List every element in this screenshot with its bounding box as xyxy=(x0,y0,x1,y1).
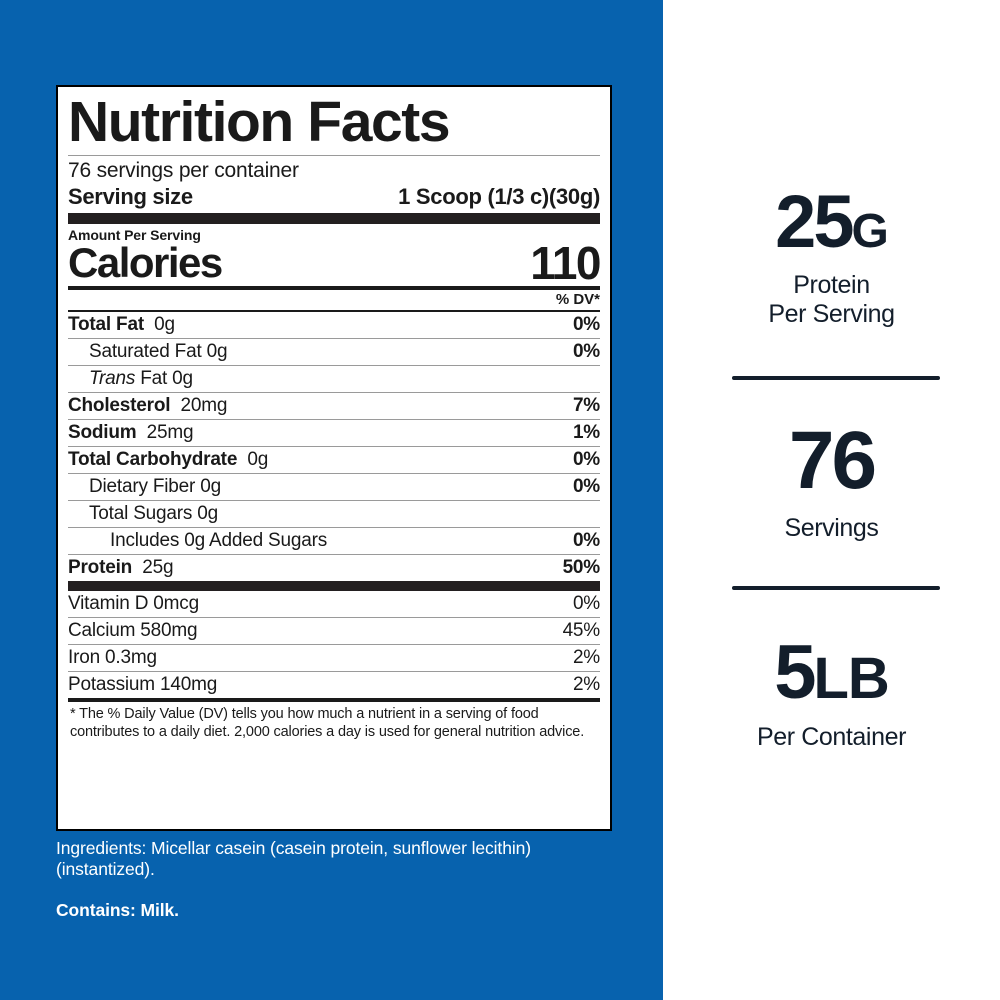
servings-per-container: 76 servings per container xyxy=(68,159,299,182)
nutrient-label: Dietary Fiber 0g xyxy=(89,476,221,497)
nutrient-daily-value: 50% xyxy=(562,557,601,578)
nutrition-facts-panel: Nutrition Facts 76 servings per containe… xyxy=(56,85,612,831)
micronutrient-label: Potassium 140mg xyxy=(68,674,218,695)
micronutrient-daily-value: 45% xyxy=(562,620,601,641)
nutrient-label: Total Sugars 0g xyxy=(89,503,219,524)
calories-value: 110 xyxy=(530,237,601,289)
nutrient-row: Trans Fat 0g xyxy=(68,365,600,392)
micronutrient-daily-value: 2% xyxy=(572,674,600,695)
nutrient-daily-value: 0% xyxy=(572,341,600,362)
nutrient-daily-value: 0% xyxy=(572,449,600,470)
stat-servings-caption-line1: Servings xyxy=(784,514,879,542)
micronutrient-row: Iron 0.3mg 2% xyxy=(68,644,600,671)
thick-divider-micros xyxy=(68,581,600,591)
stat-protein-unit: G xyxy=(851,205,888,258)
micronutrient-row: Vitamin D 0mcg 0% xyxy=(68,591,600,617)
nutrient-row-list: Total Fat 0g 0% Saturated Fat 0g 0% Trans Fa… xyxy=(68,310,600,581)
nutrient-label: Total Fat 0g xyxy=(68,314,175,335)
nutrient-row: Sodium 25mg 1% xyxy=(68,419,600,446)
nutrient-label: Protein 25g xyxy=(68,557,174,578)
nutrient-daily-value: 0% xyxy=(572,476,600,497)
stat-protein-caption: Protein Per Serving xyxy=(663,271,1000,329)
micronutrient-daily-value: 2% xyxy=(572,647,600,668)
ingredients-text: Ingredients: Micellar casein (casein pro… xyxy=(56,838,531,879)
nutrient-row: Protein 25g 50% xyxy=(68,554,600,581)
stat-container-size: 5LB Per Container xyxy=(663,635,1000,752)
nutrient-row: Total Carbohydrate 0g 0% xyxy=(68,446,600,473)
stat-container-size-caption-line1: Per Container xyxy=(756,723,907,751)
calories-label: Calories xyxy=(68,239,223,286)
calories-row: Calories 110 xyxy=(68,237,601,289)
micronutrient-label: Vitamin D 0mcg xyxy=(68,593,199,614)
micronutrient-daily-value: 0% xyxy=(572,593,600,614)
nutrient-row: Includes 0g Added Sugars 0% xyxy=(68,527,600,554)
nutrition-facts-title: Nutrition Facts xyxy=(68,90,451,154)
stat-servings-number: 76 xyxy=(788,415,877,506)
stat-protein-caption-line1: Protein xyxy=(793,271,870,299)
stat-container-size-caption: Per Container xyxy=(663,723,1000,752)
nutrient-daily-value: 1% xyxy=(572,422,600,443)
footnote-divider xyxy=(68,698,600,702)
stat-protein-number: 25 xyxy=(775,180,854,263)
daily-value-footnote: * The % Daily Value (DV) tells you how m… xyxy=(70,706,585,740)
micronutrient-row: Potassium 140mg 2% xyxy=(68,671,600,698)
serving-size-row: Serving size 1 Scoop (1/3 c)(30g) xyxy=(68,183,600,210)
nutrient-label: Saturated Fat 0g xyxy=(89,341,228,362)
stat-divider-1 xyxy=(732,376,940,380)
stat-protein-per-serving: 25G Protein Per Serving xyxy=(663,185,1000,329)
stat-servings-value: 76 xyxy=(663,420,1000,502)
nutrient-label: Trans Fat 0g xyxy=(89,368,193,389)
stat-protein-caption-line2: Per Serving xyxy=(768,300,895,328)
micronutrient-label: Iron 0.3mg xyxy=(68,647,157,668)
nutrient-row: Dietary Fiber 0g 0% xyxy=(68,473,600,500)
nutrient-daily-value: 0% xyxy=(572,314,600,335)
nutrient-label: Includes 0g Added Sugars xyxy=(110,530,328,551)
serving-size-label: Serving size xyxy=(68,184,193,209)
micronutrient-row: Calcium 580mg 45% xyxy=(68,617,600,644)
nutrient-daily-value: 0% xyxy=(572,530,600,551)
stat-servings: 76 Servings xyxy=(663,420,1000,543)
micronutrient-row-list: Vitamin D 0mcg 0% Calcium 580mg 45% Iron 0.3… xyxy=(68,591,600,698)
daily-value-header: % DV* xyxy=(555,291,600,308)
nutrient-daily-value: 7% xyxy=(572,395,600,416)
serving-size-value: 1 Scoop (1/3 c)(30g) xyxy=(398,184,600,209)
nutrient-label: Total Carbohydrate 0g xyxy=(68,449,269,470)
nutrient-row: Total Sugars 0g xyxy=(68,500,600,527)
stat-container-size-number: 5 xyxy=(774,630,816,715)
title-divider xyxy=(68,155,600,156)
nutrient-row: Cholesterol 20mg 7% xyxy=(68,392,600,419)
contains-allergen-text: Contains: Milk. xyxy=(56,900,179,920)
amount-per-serving-label: Amount Per Serving xyxy=(68,227,201,243)
micronutrient-label: Calcium 580mg xyxy=(68,620,198,641)
nutrient-label: Sodium 25mg xyxy=(68,422,194,443)
stat-container-size-value: 5LB xyxy=(663,635,1000,711)
ingredients-block: Ingredients: Micellar casein (casein pro… xyxy=(56,838,616,921)
nutrient-row: Total Fat 0g 0% xyxy=(68,310,600,338)
calories-divider xyxy=(68,286,600,290)
nutrient-label: Cholesterol 20mg xyxy=(68,395,228,416)
stat-container-size-unit: LB xyxy=(813,646,889,711)
stat-divider-2 xyxy=(732,586,940,590)
nutrient-row: Saturated Fat 0g 0% xyxy=(68,338,600,365)
thick-divider-top xyxy=(68,213,600,224)
stat-servings-caption: Servings xyxy=(663,514,1000,543)
product-highlights-column: 25G Protein Per Serving 76 Servings 5LB … xyxy=(663,0,1000,1000)
stat-protein-value: 25G xyxy=(663,185,1000,259)
